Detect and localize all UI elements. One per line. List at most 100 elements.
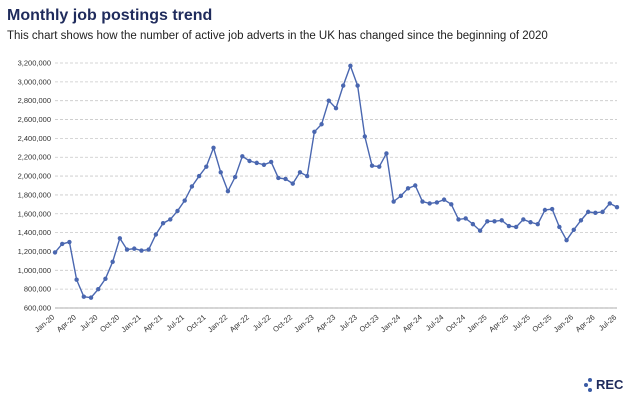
y-tick-label: 1,000,000 — [18, 266, 51, 275]
point — [297, 170, 303, 175]
point — [110, 259, 115, 265]
x-tick-label: Oct-21 — [185, 313, 208, 334]
y-tick-label: 2,600,000 — [18, 115, 51, 124]
y-tick-label: 3,000,000 — [18, 77, 51, 86]
x-tick-label: Jul-26 — [597, 313, 618, 333]
point — [557, 224, 562, 230]
point — [341, 83, 346, 88]
point — [362, 134, 368, 139]
point — [88, 295, 94, 300]
point — [211, 145, 216, 151]
point — [420, 199, 425, 204]
point — [348, 63, 353, 69]
point — [240, 154, 245, 159]
point — [521, 217, 526, 222]
point — [74, 277, 79, 282]
y-tick-label: 3,200,000 — [18, 59, 51, 68]
point — [218, 170, 223, 175]
point — [290, 181, 295, 186]
point — [132, 246, 137, 251]
x-tick-label: Oct-22 — [271, 313, 294, 334]
x-tick-label: Jan-21 — [119, 313, 142, 335]
x-tick-label: Apr-21 — [141, 313, 164, 334]
point — [413, 183, 418, 188]
y-tick-label: 2,200,000 — [18, 153, 51, 162]
x-tick-label: Apr-20 — [55, 313, 78, 334]
chart-title: Monthly job postings trend — [7, 7, 212, 24]
point — [513, 224, 519, 230]
point — [333, 106, 339, 111]
point — [153, 232, 159, 237]
point — [103, 276, 108, 281]
point — [283, 176, 288, 182]
point — [81, 294, 87, 299]
point — [326, 98, 331, 103]
logo-text: REC — [596, 377, 624, 392]
x-tick-label: Oct-24 — [444, 313, 467, 334]
point — [261, 162, 267, 167]
point — [247, 158, 252, 164]
x-tick-label: Jan-22 — [206, 313, 229, 335]
point — [535, 221, 540, 227]
point — [232, 174, 238, 180]
point — [456, 217, 461, 222]
point — [492, 219, 497, 224]
point — [96, 286, 101, 292]
point — [398, 193, 404, 199]
point — [607, 201, 612, 206]
point — [204, 164, 209, 169]
x-tick-label: Apr-25 — [487, 313, 510, 334]
y-tick-label: 600,000 — [24, 304, 51, 313]
x-tick-label: Oct-20 — [98, 313, 121, 334]
point — [506, 223, 512, 229]
point — [405, 186, 411, 191]
point — [189, 184, 195, 189]
x-tick-label: Apr-26 — [574, 313, 597, 334]
point — [377, 164, 382, 169]
point — [60, 241, 65, 247]
point — [276, 175, 281, 181]
point — [571, 227, 576, 232]
point — [463, 216, 468, 221]
point — [369, 163, 375, 168]
point — [117, 236, 123, 241]
y-tick-label: 1,200,000 — [18, 247, 51, 256]
point — [319, 122, 324, 127]
point — [67, 239, 72, 245]
point — [485, 219, 490, 224]
point — [160, 220, 166, 226]
y-tick-label: 2,800,000 — [18, 96, 51, 105]
point — [477, 228, 483, 233]
x-tick-label: Jul-20 — [78, 313, 99, 333]
point — [312, 129, 317, 134]
x-tick-label: Apr-24 — [401, 313, 424, 334]
point — [139, 248, 144, 253]
point — [585, 209, 591, 215]
point — [391, 199, 396, 204]
y-tick-label: 2,000,000 — [18, 172, 51, 181]
point — [52, 250, 58, 255]
point — [182, 198, 187, 203]
point — [549, 206, 555, 212]
x-tick-label: Oct-23 — [357, 313, 380, 334]
point — [593, 210, 598, 216]
x-tick-label: Jan-20 — [33, 313, 56, 335]
chart-subtitle: This chart shows how the number of activ… — [7, 30, 548, 42]
x-tick-label: Jan-24 — [379, 313, 402, 335]
x-tick-label: Jan-25 — [465, 313, 488, 335]
point — [225, 188, 231, 194]
logo-dot — [588, 378, 592, 382]
point — [146, 247, 151, 252]
x-tick-label: Jul-24 — [424, 313, 445, 333]
point — [175, 208, 180, 214]
y-tick-label: 1,600,000 — [18, 209, 51, 218]
logo-dot — [584, 383, 588, 387]
x-tick-label: Jul-21 — [165, 313, 186, 333]
point — [384, 151, 389, 156]
x-tick-label: Jul-25 — [510, 313, 531, 333]
x-tick-label: Apr-22 — [228, 313, 251, 334]
x-tick-label: Jul-23 — [337, 313, 358, 333]
point — [355, 83, 360, 88]
